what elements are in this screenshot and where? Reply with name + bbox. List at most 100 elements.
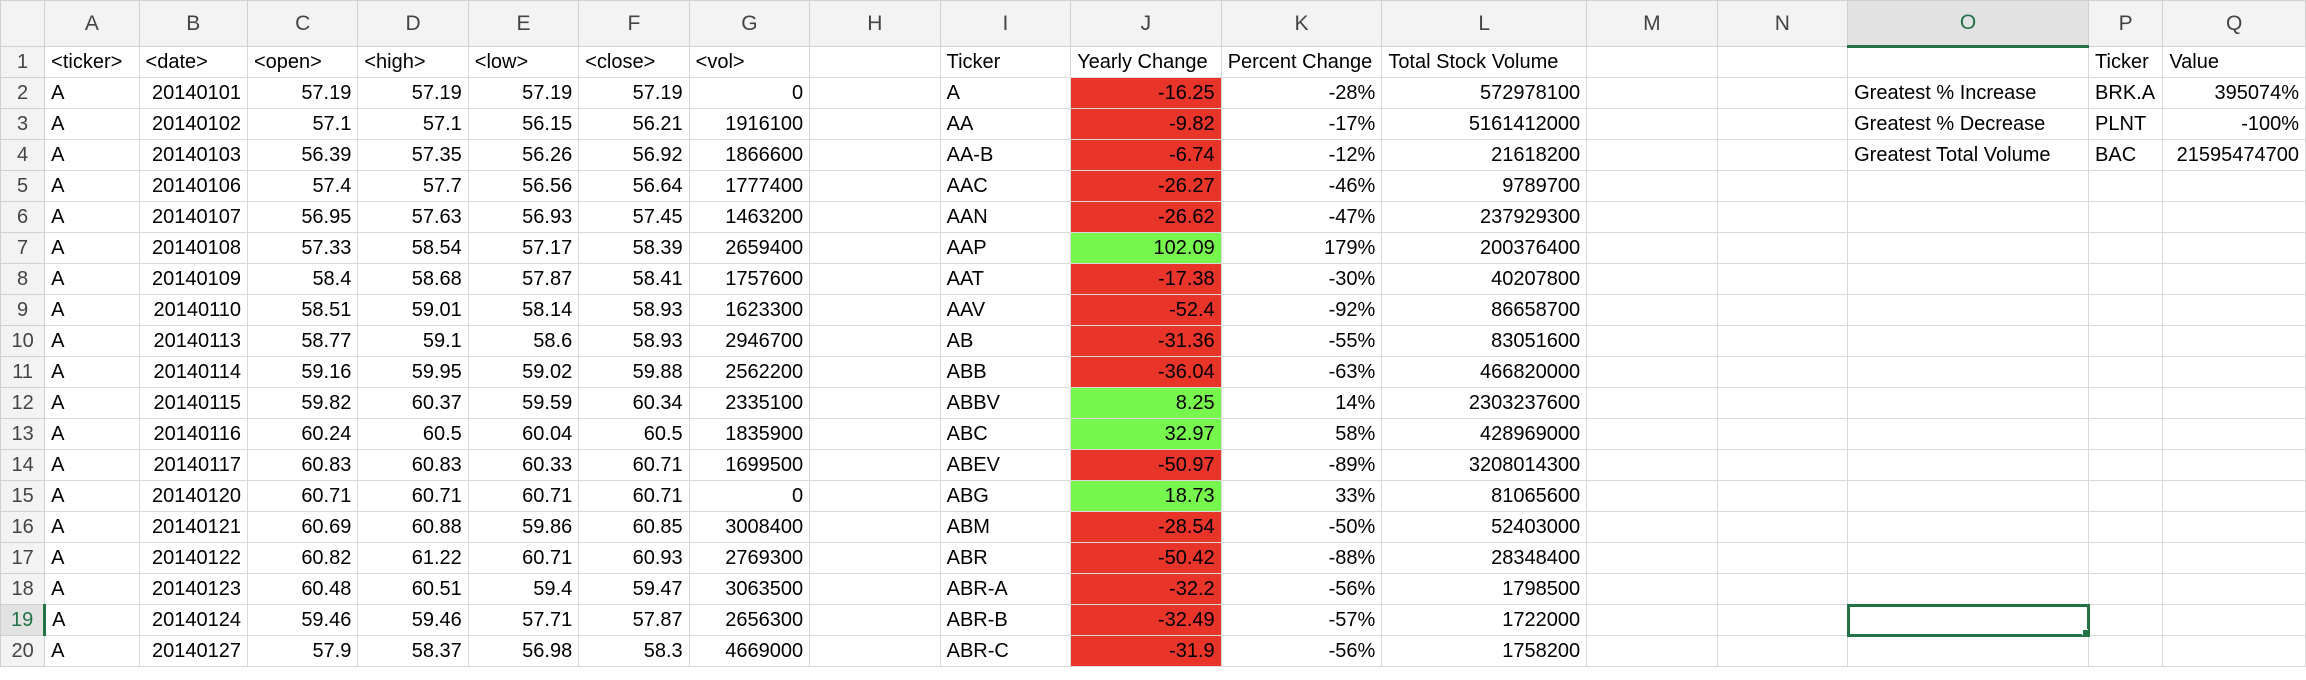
cell-q13[interactable] — [2162, 418, 2306, 450]
fill-handle[interactable] — [2082, 629, 2088, 635]
cell-d1[interactable]: <high> — [357, 46, 469, 78]
cell-g9[interactable]: 1623300 — [688, 294, 811, 326]
cell-h4[interactable] — [809, 139, 941, 171]
cell-j9[interactable]: -52.4 — [1070, 294, 1222, 326]
cell-q19[interactable] — [2162, 604, 2306, 636]
cell-o12[interactable] — [1847, 387, 2090, 419]
cell-l9[interactable]: 86658700 — [1381, 294, 1588, 326]
cell-a11[interactable]: A — [44, 356, 140, 388]
cell-p9[interactable] — [2088, 294, 2164, 326]
cell-f9[interactable]: 58.93 — [578, 294, 690, 326]
cell-d7[interactable]: 58.54 — [357, 232, 469, 264]
cell-e10[interactable]: 58.6 — [467, 325, 580, 357]
cell-p15[interactable] — [2088, 480, 2164, 512]
cell-i4[interactable]: AA-B — [939, 139, 1072, 171]
cell-n5[interactable] — [1716, 170, 1849, 202]
column-header-e[interactable]: E — [467, 0, 580, 47]
cell-k9[interactable]: -92% — [1220, 294, 1383, 326]
cell-a3[interactable]: A — [44, 108, 140, 140]
cell-b17[interactable]: 20140122 — [138, 542, 248, 574]
cell-p5[interactable] — [2088, 170, 2164, 202]
cell-l7[interactable]: 200376400 — [1381, 232, 1588, 264]
cell-l1[interactable]: Total Stock Volume — [1381, 46, 1588, 78]
cell-m4[interactable] — [1586, 139, 1718, 171]
cell-n1[interactable] — [1716, 46, 1849, 78]
cell-l20[interactable]: 1758200 — [1381, 635, 1588, 667]
cell-e15[interactable]: 60.71 — [467, 480, 580, 512]
cell-b9[interactable]: 20140110 — [138, 294, 248, 326]
cell-q18[interactable] — [2162, 573, 2306, 605]
cell-q6[interactable] — [2162, 201, 2306, 233]
cell-c3[interactable]: 57.1 — [246, 108, 359, 140]
row-header-10[interactable]: 10 — [0, 325, 46, 357]
cell-d2[interactable]: 57.19 — [357, 77, 469, 109]
cell-i6[interactable]: AAN — [939, 201, 1072, 233]
cell-j14[interactable]: -50.97 — [1070, 449, 1222, 481]
cell-n2[interactable] — [1716, 77, 1849, 109]
cell-g16[interactable]: 3008400 — [688, 511, 811, 543]
cell-p11[interactable] — [2088, 356, 2164, 388]
cell-j2[interactable]: -16.25 — [1070, 77, 1222, 109]
select-all-corner[interactable] — [0, 0, 46, 47]
row-header-19[interactable]: 19 — [0, 604, 47, 636]
cell-a14[interactable]: A — [44, 449, 140, 481]
cell-p12[interactable] — [2088, 387, 2164, 419]
cell-c19[interactable]: 59.46 — [246, 604, 359, 636]
cell-d13[interactable]: 60.5 — [357, 418, 469, 450]
cell-f17[interactable]: 60.93 — [578, 542, 690, 574]
cell-b10[interactable]: 20140113 — [138, 325, 248, 357]
cell-a16[interactable]: A — [44, 511, 140, 543]
cell-b19[interactable]: 20140124 — [138, 604, 248, 636]
cell-p10[interactable] — [2088, 325, 2164, 357]
cell-d8[interactable]: 58.68 — [357, 263, 469, 295]
cell-f20[interactable]: 58.3 — [578, 635, 690, 667]
row-header-6[interactable]: 6 — [0, 201, 46, 233]
cell-i13[interactable]: ABC — [939, 418, 1072, 450]
cell-p18[interactable] — [2088, 573, 2164, 605]
cell-f5[interactable]: 56.64 — [578, 170, 690, 202]
row-header-8[interactable]: 8 — [0, 263, 46, 295]
cell-o16[interactable] — [1847, 511, 2090, 543]
cell-p17[interactable] — [2088, 542, 2164, 574]
column-header-l[interactable]: L — [1381, 0, 1588, 47]
cell-o18[interactable] — [1847, 573, 2090, 605]
cell-e14[interactable]: 60.33 — [467, 449, 580, 481]
cell-n7[interactable] — [1716, 232, 1849, 264]
cell-p3[interactable]: PLNT — [2088, 108, 2164, 140]
cell-a6[interactable]: A — [44, 201, 140, 233]
cell-m2[interactable] — [1586, 77, 1718, 109]
cell-h13[interactable] — [809, 418, 941, 450]
cell-c13[interactable]: 60.24 — [246, 418, 359, 450]
cell-m6[interactable] — [1586, 201, 1718, 233]
cell-m17[interactable] — [1586, 542, 1718, 574]
cell-o19[interactable] — [1846, 603, 2090, 637]
cell-f6[interactable]: 57.45 — [578, 201, 690, 233]
cell-c8[interactable]: 58.4 — [246, 263, 359, 295]
cell-m19[interactable] — [1586, 604, 1718, 636]
cell-l10[interactable]: 83051600 — [1381, 325, 1588, 357]
cell-k7[interactable]: 179% — [1220, 232, 1383, 264]
column-header-j[interactable]: J — [1070, 0, 1222, 47]
cell-o13[interactable] — [1847, 418, 2090, 450]
cell-n16[interactable] — [1716, 511, 1849, 543]
cell-k12[interactable]: 14% — [1220, 387, 1383, 419]
cell-o17[interactable] — [1847, 542, 2090, 574]
column-header-c[interactable]: C — [246, 0, 359, 47]
cell-h6[interactable] — [809, 201, 941, 233]
cell-b7[interactable]: 20140108 — [138, 232, 248, 264]
cell-e2[interactable]: 57.19 — [467, 77, 580, 109]
cell-n12[interactable] — [1716, 387, 1849, 419]
cell-l12[interactable]: 2303237600 — [1381, 387, 1588, 419]
cell-k18[interactable]: -56% — [1220, 573, 1383, 605]
cell-g3[interactable]: 1916100 — [688, 108, 811, 140]
cell-b6[interactable]: 20140107 — [138, 201, 248, 233]
cell-m10[interactable] — [1586, 325, 1718, 357]
row-header-12[interactable]: 12 — [0, 387, 46, 419]
cell-g10[interactable]: 2946700 — [688, 325, 811, 357]
cell-h15[interactable] — [809, 480, 941, 512]
cell-g12[interactable]: 2335100 — [688, 387, 811, 419]
cell-n11[interactable] — [1716, 356, 1849, 388]
cell-o14[interactable] — [1847, 449, 2090, 481]
cell-q2[interactable]: 395074% — [2162, 77, 2306, 109]
cell-h9[interactable] — [809, 294, 941, 326]
